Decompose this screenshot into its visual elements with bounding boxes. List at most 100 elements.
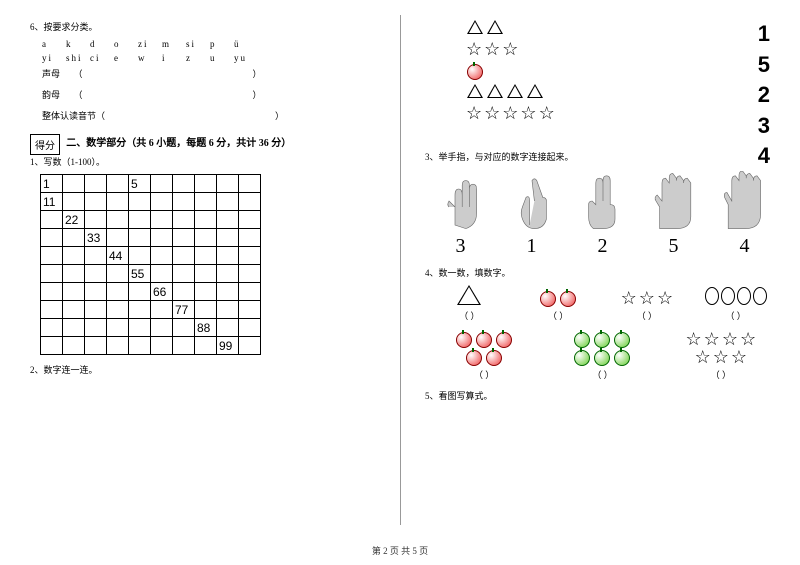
triangles-4	[465, 84, 556, 100]
grid-cell	[151, 247, 173, 265]
category-shengmu: 声母 （）	[42, 67, 385, 80]
grid-cell	[85, 337, 107, 355]
grid-cell	[151, 319, 173, 337]
apple-icon	[540, 289, 556, 305]
grid-cell	[173, 337, 195, 355]
grid-cell	[63, 319, 85, 337]
grid-cell	[217, 247, 239, 265]
circle-icon	[705, 287, 719, 305]
grid-cell	[85, 301, 107, 319]
grid-cell	[173, 175, 195, 193]
hand-icon	[437, 171, 485, 231]
apple-icon	[476, 330, 492, 346]
grid-cell	[217, 283, 239, 301]
count-row-1: ☆☆☆	[425, 285, 780, 307]
score-box: 得分	[30, 134, 60, 155]
grid-cell	[195, 337, 217, 355]
grid-cell	[151, 175, 173, 193]
grid-cell	[195, 193, 217, 211]
paren-row-2: （ ）（ ）（ ）	[425, 368, 780, 381]
grid-cell	[151, 193, 173, 211]
grid-cell	[173, 247, 195, 265]
apple-icon	[594, 348, 610, 364]
grid-cell	[107, 193, 129, 211]
left-column: 6、按要求分类。 akdozimsipü yishiciewizuyu 声母 （…	[0, 0, 400, 540]
grid-cell	[151, 265, 173, 283]
grid-cell	[239, 193, 261, 211]
grid-cell	[195, 265, 217, 283]
grid-cell	[63, 193, 85, 211]
grid-cell	[129, 247, 151, 265]
grid-cell	[195, 229, 217, 247]
stars-5: ☆☆☆☆☆	[465, 104, 556, 122]
circle-icon	[721, 287, 735, 305]
grid-cell	[217, 265, 239, 283]
apple-icon	[594, 330, 610, 346]
q3-title: 3、举手指，与对应的数字连接起来。	[425, 150, 780, 163]
grid-cell	[129, 337, 151, 355]
grid-cell	[173, 193, 195, 211]
grid-cell	[41, 283, 63, 301]
number-column: 1 5 2 3 4	[758, 20, 770, 173]
hand-icon	[579, 171, 627, 231]
grid-cell	[63, 247, 85, 265]
grid-cell	[217, 193, 239, 211]
apple-icon	[574, 348, 590, 364]
grid-cell	[173, 265, 195, 283]
grid-cell	[151, 229, 173, 247]
apple-icon	[466, 348, 482, 364]
apple-icon	[574, 330, 590, 346]
hand-icon	[508, 171, 556, 231]
category-yunmu: 韵母 （）	[42, 88, 385, 101]
grid-cell	[41, 301, 63, 319]
grid-cell	[63, 175, 85, 193]
hand-numbers: 3 1 2 5 4	[425, 235, 780, 258]
grid-cell: 1	[41, 175, 63, 193]
paren-row-1: （ ）（ ）（ ）（ ）	[425, 309, 780, 322]
grid-cell	[85, 283, 107, 301]
number-grid: 15112233445566778899	[40, 174, 261, 355]
grid-cell	[129, 319, 151, 337]
triangle-icon	[457, 285, 481, 305]
stars-3: ☆☆☆	[465, 40, 556, 58]
grid-cell	[107, 211, 129, 229]
apple-1	[465, 62, 556, 80]
grid-cell	[107, 301, 129, 319]
grid-cell	[129, 283, 151, 301]
grid-cell	[129, 301, 151, 319]
grid-cell	[239, 283, 261, 301]
shapes-matching: ☆☆☆ ☆☆☆☆☆ 1 5 2 3 4	[425, 20, 780, 150]
grid-cell: 33	[85, 229, 107, 247]
category-zhengti: 整体认读音节（）	[42, 109, 385, 122]
q6-title: 6、按要求分类。	[30, 20, 385, 33]
right-column: ☆☆☆ ☆☆☆☆☆ 1 5 2 3 4 3、举手指，与对应的数字连接起来。 3 …	[400, 0, 800, 540]
grid-cell	[217, 229, 239, 247]
grid-cell	[239, 265, 261, 283]
grid-cell	[85, 247, 107, 265]
grid-cell	[41, 247, 63, 265]
q1-title: 1、写数（1-100）。	[30, 155, 385, 168]
grid-cell	[151, 211, 173, 229]
grid-cell	[41, 319, 63, 337]
grid-cell	[63, 337, 85, 355]
grid-cell	[63, 229, 85, 247]
grid-cell: 11	[41, 193, 63, 211]
grid-cell	[41, 211, 63, 229]
grid-cell: 66	[151, 283, 173, 301]
grid-cell	[217, 175, 239, 193]
letters-row-1: akdozimsipü	[42, 39, 385, 49]
apple-icon	[486, 348, 502, 364]
grid-cell	[195, 301, 217, 319]
grid-cell	[239, 337, 261, 355]
grid-cell: 5	[129, 175, 151, 193]
grid-cell	[195, 175, 217, 193]
grid-cell	[85, 193, 107, 211]
grid-cell	[63, 301, 85, 319]
grid-cell: 44	[107, 247, 129, 265]
grid-cell	[41, 337, 63, 355]
section2-title: 二、数学部分（共 6 小题，每题 6 分，共计 36 分）	[66, 138, 291, 149]
grid-cell	[107, 265, 129, 283]
grid-cell	[85, 265, 107, 283]
grid-cell	[239, 229, 261, 247]
grid-cell	[173, 283, 195, 301]
